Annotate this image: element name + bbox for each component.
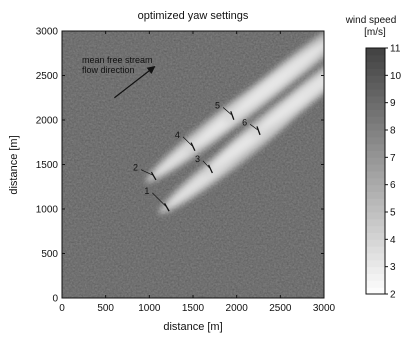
colorbar-tick-label: 4: [390, 235, 396, 246]
colorbar-segment: [366, 54, 385, 63]
turbine-wake: [250, 31, 324, 138]
flow-annotation-line-1: mean free stream: [82, 55, 153, 65]
colorbar-segment: [366, 246, 385, 254]
x-tick-label: 1500: [182, 303, 205, 314]
colorbar-segment: [366, 287, 385, 295]
turbine-label: 5: [215, 100, 220, 110]
colorbar-segment: [366, 150, 385, 158]
colorbar-label-line-1: wind speed: [345, 15, 397, 26]
turbine-pointer: [249, 124, 258, 130]
colorbar-segment: [366, 109, 385, 117]
colorbar-tick-label: 10: [390, 71, 402, 82]
colorbar-segment: [366, 205, 385, 213]
x-axis: 0 500 1000 1500 2000 2500 3000: [59, 31, 336, 314]
colorbar-segment: [366, 225, 385, 233]
y-tick-label: 0: [52, 294, 58, 305]
x-tick-label: 500: [97, 303, 114, 314]
colorbar-frame: [365, 47, 386, 295]
colorbar-segment: [366, 116, 385, 124]
colorbar-segment: [366, 266, 385, 274]
x-tick-label: 1000: [138, 303, 161, 314]
colorbar-tick-label: 7: [390, 153, 396, 164]
flow-annotation-line-2: flow direction: [82, 65, 135, 75]
turbine-wake: [224, 31, 324, 123]
turbine-pointer: [182, 136, 193, 146]
y-axis: 0 500 1000 1500 2000 2500 3000: [36, 27, 324, 305]
chart-title: optimized yaw settings: [138, 10, 249, 22]
turbine-pointer: [152, 192, 167, 207]
colorbar: 2 3 4 5 6 7 8 9 10 11: [365, 44, 402, 301]
turbine-rotor: [163, 202, 170, 212]
y-tick-label: 3000: [36, 27, 59, 38]
colorbar-segment: [366, 259, 385, 268]
colorbar-segment: [366, 95, 385, 104]
flow-direction-arrow: [114, 65, 156, 99]
turbine-label: 3: [195, 154, 200, 164]
turbine-rotor: [230, 111, 235, 121]
colorbar-segment: [366, 130, 385, 138]
x-axis-label: distance [m]: [163, 321, 222, 333]
colorbar-segment: [366, 253, 385, 261]
y-tick-label: 1500: [36, 160, 59, 171]
colorbar-segment: [366, 75, 385, 83]
y-tick-label: 2500: [36, 71, 59, 82]
colorbar-segment: [366, 218, 385, 227]
colorbar-segment: [366, 157, 385, 165]
y-tick-label: 1000: [36, 205, 59, 216]
turbine-rotor: [207, 164, 213, 174]
turbine-pointer: [202, 160, 210, 169]
colorbar-segment: [366, 198, 385, 206]
colorbar-segment: [366, 280, 385, 288]
colorbar-tick-label: 9: [390, 98, 396, 109]
colorbar-tick-label: 8: [390, 126, 396, 137]
y-tick-label: 500: [41, 249, 58, 260]
x-tick-label: 3000: [313, 303, 336, 314]
x-tick-label: 2000: [226, 303, 249, 314]
colorbar-segment: [366, 136, 385, 145]
colorbar-tick-label: 3: [390, 262, 396, 273]
colorbar-tick-label: 6: [390, 180, 396, 191]
plot-area: 1 2 3 4 5 6: [62, 31, 324, 298]
turbine-layer: 1 2 3 4 5 6: [133, 100, 261, 212]
turbine-label: 2: [133, 163, 138, 173]
colorbar-segment: [366, 164, 385, 172]
turbine-label: 1: [144, 186, 149, 196]
turbine-pointer: [222, 107, 232, 115]
wake-region: [145, 31, 324, 214]
colorbar-tick-label: 11: [390, 44, 401, 55]
turbine-rotor: [190, 142, 196, 152]
colorbar-segment: [366, 232, 385, 240]
colorbar-segment: [366, 177, 385, 186]
turbine-pointer: [140, 169, 153, 176]
turbine-label: 6: [242, 117, 247, 127]
colorbar-segment: [366, 102, 385, 110]
turbine-rotor: [256, 126, 261, 136]
colorbar-segment: [366, 68, 385, 76]
colorbar-segment: [366, 61, 385, 69]
x-tick-label: 0: [59, 303, 65, 314]
colorbar-segment: [366, 171, 385, 179]
colorbar-segment: [366, 82, 385, 90]
y-axis-label: distance [m]: [8, 135, 20, 194]
colorbar-segment: [366, 212, 385, 220]
colorbar-label-line-2: [m/s]: [364, 27, 386, 38]
colorbar-tick-label: 5: [390, 208, 396, 219]
colorbar-segment: [366, 48, 385, 56]
colorbar-segment: [366, 273, 385, 281]
turbine-label: 4: [175, 130, 180, 140]
colorbar-segment: [366, 123, 385, 131]
colorbar-segment: [366, 184, 385, 192]
x-tick-label: 2500: [269, 303, 292, 314]
colorbar-tick-label: 2: [390, 290, 396, 301]
colorbar-segment: [366, 191, 385, 199]
colorbar-segment: [366, 89, 385, 97]
colorbar-segment: [366, 239, 385, 247]
y-tick-label: 2000: [36, 116, 59, 127]
colorbar-segment: [366, 143, 385, 151]
turbine-rotor: [150, 171, 157, 181]
